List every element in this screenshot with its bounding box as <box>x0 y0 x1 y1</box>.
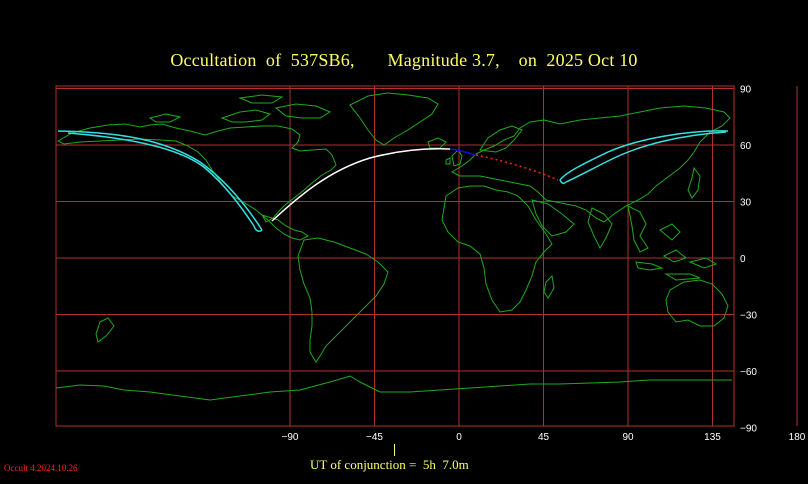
new-zealand-coast <box>95 317 115 343</box>
latitude-label: 90 <box>740 85 752 96</box>
europe-coast <box>450 105 731 223</box>
map-frame <box>55 85 735 427</box>
path-limit-south-east <box>565 131 727 183</box>
antarctica-coast <box>55 375 732 401</box>
australia-coast <box>665 279 729 327</box>
south-america-coast <box>297 237 389 363</box>
latitude-label: −60 <box>740 367 757 378</box>
scandinavia-coast <box>479 125 523 153</box>
india-coast <box>587 207 613 250</box>
indonesia-coast <box>635 249 718 281</box>
latitude-label: −90 <box>740 424 757 435</box>
conjunction-time: UT of conjunction = 5h 7.0m <box>310 457 469 472</box>
arctic-islands-coast <box>148 94 332 123</box>
longitude-label: 45 <box>538 432 550 443</box>
longitude-label: 90 <box>622 432 634 443</box>
iceland-coast <box>427 137 447 149</box>
latitude-label: −30 <box>740 311 757 322</box>
africa-coast <box>441 185 553 313</box>
north-america-coast <box>56 123 337 223</box>
greenland-coast <box>349 92 439 146</box>
central-america-coast <box>261 214 309 241</box>
latitude-labels: 90 60 30 0 −30 −60 −90 <box>740 85 757 435</box>
map-title: Occultation of 537SB6, Magnitude 3.7, on… <box>170 50 638 70</box>
longitude-label: 135 <box>704 432 721 443</box>
longitude-label: 180 <box>789 432 806 443</box>
path-limit-south-west <box>67 132 255 227</box>
path-centre-daylight <box>271 148 451 222</box>
coastlines <box>55 92 732 401</box>
southeast-asia-coast <box>627 205 681 253</box>
longitude-label: 0 <box>456 432 462 443</box>
latitude-label: 0 <box>740 254 746 265</box>
occultation-path <box>57 130 729 232</box>
path-limit-north-east <box>559 130 729 181</box>
conjunction-marker <box>394 444 395 456</box>
longitude-label: −90 <box>282 432 299 443</box>
graticule <box>56 86 798 426</box>
arabia-coast <box>531 199 575 237</box>
latitude-label: 30 <box>740 198 752 209</box>
path-limit-join-west <box>253 225 263 232</box>
british-isles-coast <box>445 149 463 167</box>
path-centre-twilight <box>449 148 477 156</box>
japan-coast <box>687 166 701 199</box>
madagascar-coast <box>543 274 555 299</box>
path-limit-join-east <box>559 179 567 185</box>
path-centre-below-horizon <box>475 154 559 181</box>
latitude-label: 60 <box>740 141 752 152</box>
longitude-label: −45 <box>366 432 383 443</box>
path-limit-north-west <box>57 130 263 231</box>
software-version: Occult 4.2024.10.26 <box>4 463 78 473</box>
